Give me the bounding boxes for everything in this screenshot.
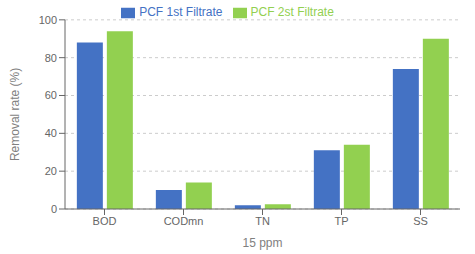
html-text:PCF 1st Filtrate: PCF 1st Filtrate	[139, 5, 223, 19]
svg-text:0: 0	[51, 203, 57, 215]
svg-text:40: 40	[45, 127, 57, 139]
svg-text:SS: SS	[413, 215, 428, 227]
html-text:PCF 2st Filtrate: PCF 2st Filtrate	[250, 5, 334, 19]
svg-text:BOD: BOD	[93, 215, 117, 227]
svg-text:Removal rate (%): Removal rate (%)	[8, 68, 22, 161]
svg-text:TN: TN	[255, 215, 270, 227]
svg-text:60: 60	[45, 89, 57, 101]
svg-text:20: 20	[45, 165, 57, 177]
svg-text:TP: TP	[334, 215, 348, 227]
svg-text:80: 80	[45, 52, 57, 64]
svg-text:100: 100	[39, 14, 57, 26]
svg-text:15 ppm: 15 ppm	[242, 236, 282, 250]
svg-text:CODmn: CODmn	[164, 215, 204, 227]
